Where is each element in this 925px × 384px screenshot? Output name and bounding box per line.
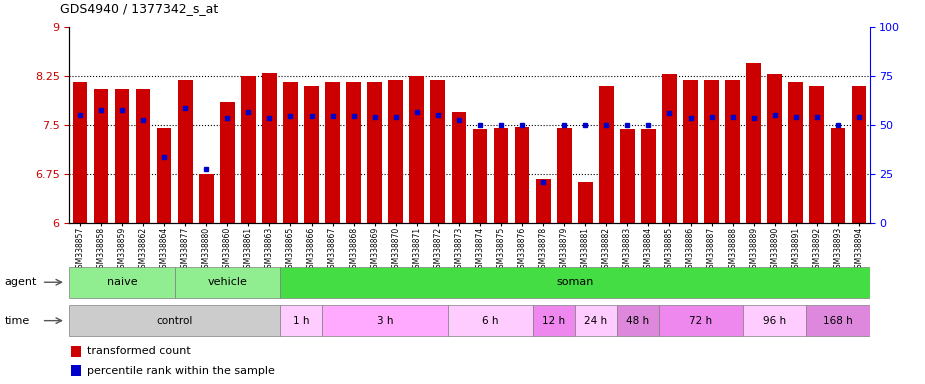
Bar (704, 80, 719, 223)
Text: naive: naive (106, 277, 137, 287)
Bar (69, 267, 175, 298)
Text: transformed count: transformed count (87, 346, 191, 356)
Text: 96 h: 96 h (763, 316, 786, 326)
Bar (852, 86, 867, 223)
Bar (662, 74, 677, 223)
Bar (115, 89, 130, 223)
Bar (72, 82, 87, 223)
Bar (788, 82, 803, 223)
Bar (809, 86, 824, 223)
Bar (725, 80, 740, 223)
Bar (156, 128, 171, 223)
Bar (743, 305, 807, 336)
Text: 6 h: 6 h (482, 316, 499, 326)
Bar (280, 305, 322, 336)
Text: GDS4940 / 1377342_s_at: GDS4940 / 1377342_s_at (60, 2, 218, 15)
Bar (93, 89, 108, 223)
Bar (241, 76, 255, 223)
Bar (620, 129, 635, 223)
Bar (684, 80, 697, 223)
Bar (578, 182, 593, 223)
Text: soman: soman (556, 277, 594, 287)
Bar (746, 63, 761, 223)
Bar (322, 305, 449, 336)
Bar (574, 305, 617, 336)
Bar (280, 267, 870, 298)
Bar (71, 365, 81, 376)
Bar (388, 80, 403, 223)
Bar (71, 346, 81, 357)
Bar (536, 179, 550, 223)
Bar (199, 174, 214, 223)
Bar (410, 76, 425, 223)
Bar (136, 89, 151, 223)
Bar (768, 74, 783, 223)
Text: percentile rank within the sample: percentile rank within the sample (87, 366, 276, 376)
Bar (533, 305, 574, 336)
Bar (449, 305, 533, 336)
Bar (831, 128, 845, 223)
Bar (262, 73, 277, 223)
Bar (807, 305, 870, 336)
Text: 24 h: 24 h (585, 316, 608, 326)
Text: control: control (156, 316, 192, 326)
Bar (659, 305, 743, 336)
Bar (283, 82, 298, 223)
Text: 168 h: 168 h (823, 316, 853, 326)
Bar (430, 80, 445, 223)
Bar (178, 80, 192, 223)
Bar (514, 127, 529, 223)
Bar (326, 82, 340, 223)
Text: time: time (5, 316, 30, 326)
Bar (175, 267, 280, 298)
Bar (641, 129, 656, 223)
Bar (451, 112, 466, 223)
Bar (473, 129, 487, 223)
Text: 48 h: 48 h (626, 316, 649, 326)
Bar (598, 86, 613, 223)
Bar (367, 82, 382, 223)
Text: vehicle: vehicle (207, 277, 247, 287)
Bar (304, 86, 319, 223)
Bar (494, 128, 509, 223)
Bar (557, 128, 572, 223)
Bar (69, 305, 280, 336)
Text: 72 h: 72 h (689, 316, 712, 326)
Bar (617, 305, 659, 336)
Text: agent: agent (5, 277, 37, 287)
Text: 1 h: 1 h (292, 316, 309, 326)
Bar (220, 102, 235, 223)
Text: 12 h: 12 h (542, 316, 565, 326)
Bar (346, 82, 361, 223)
Text: 3 h: 3 h (377, 316, 393, 326)
